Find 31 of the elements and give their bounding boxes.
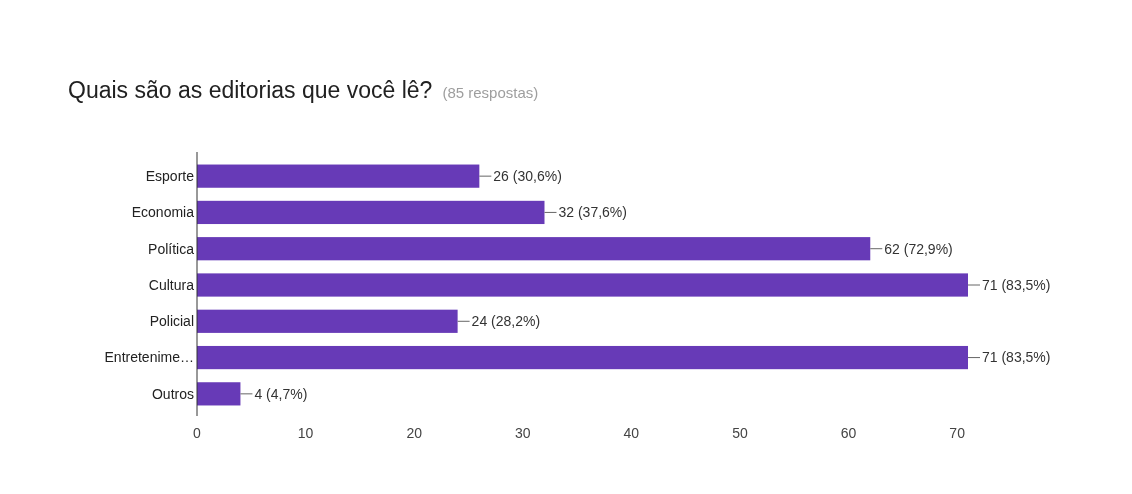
bar: [197, 345, 968, 370]
bar: [197, 382, 241, 406]
x-tick-label: 20: [406, 425, 423, 441]
bar: [197, 200, 545, 225]
y-tick-label: Policial: [149, 313, 194, 330]
data-label: 62 (72,9%): [884, 240, 953, 257]
y-tick-label: Política: [148, 240, 195, 257]
x-tick-label: 40: [623, 425, 640, 441]
bar: [197, 273, 968, 297]
data-label: 71 (83,5%): [982, 349, 1051, 366]
chart-subtitle: (85 respostas): [442, 84, 539, 101]
y-tick-label: Economia: [131, 204, 195, 221]
data-label: 24 (28,2%): [471, 313, 541, 330]
bar: [197, 164, 480, 188]
data-label: 32 (37,6%): [558, 204, 627, 221]
x-tick-label: 0: [193, 425, 202, 441]
bar: [197, 237, 871, 261]
x-tick-label: 60: [840, 425, 857, 441]
x-tick-label: 70: [949, 425, 966, 441]
x-tick-label: 30: [514, 425, 531, 441]
data-label: 71 (83,5%): [982, 276, 1051, 293]
y-tick-label: Outros: [151, 385, 194, 402]
data-label: 26 (30,6%): [493, 168, 562, 185]
x-tick-label: 10: [297, 425, 314, 441]
y-tick-label: Entretenime…: [104, 349, 194, 366]
y-tick-label: Cultura: [148, 276, 195, 293]
chart-title: Quais são as editorias que você lê?: [68, 77, 433, 103]
x-tick-label: 50: [732, 425, 748, 441]
y-tick-label: Esporte: [145, 168, 195, 185]
bar: [197, 309, 458, 333]
data-label: 4 (4,7%): [254, 385, 308, 402]
